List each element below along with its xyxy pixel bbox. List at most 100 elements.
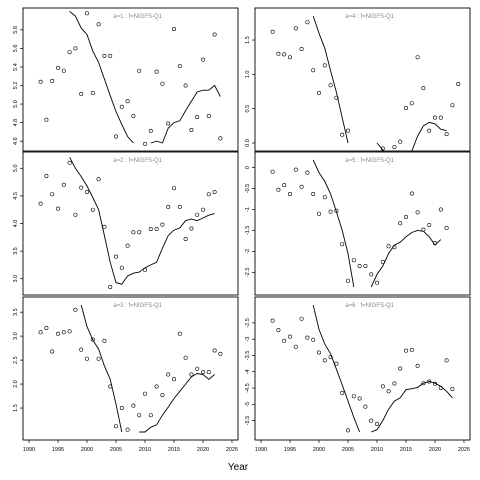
data-point <box>55 65 60 70</box>
data-point <box>108 53 113 58</box>
data-point <box>364 171 367 174</box>
data-point <box>415 55 420 60</box>
data-point <box>154 69 159 74</box>
y-tick-label: 0.5 <box>245 105 251 113</box>
data-point <box>50 78 55 83</box>
data-point <box>67 50 72 55</box>
data-point <box>85 190 90 195</box>
data-point <box>206 114 211 119</box>
data-point <box>392 245 397 250</box>
y-tick-label: 3.0 <box>13 275 19 283</box>
data-point <box>287 192 292 197</box>
data-point <box>73 307 78 312</box>
data-point <box>195 212 200 217</box>
data-point <box>403 348 408 353</box>
panel-frame <box>254 7 471 152</box>
data-point <box>345 128 350 133</box>
data-point <box>409 101 414 106</box>
data-point <box>218 351 223 356</box>
panel-data <box>270 159 449 288</box>
data-point <box>369 418 374 423</box>
data-point <box>114 254 119 259</box>
y-tick-label: -1.5 <box>245 226 251 235</box>
data-point <box>432 381 437 386</box>
data-point <box>334 95 339 100</box>
data-point <box>374 280 379 285</box>
data-point <box>282 183 287 188</box>
x-tick-label: 1995 <box>284 447 296 453</box>
panel-data <box>38 11 223 146</box>
data-point <box>444 358 449 363</box>
panel-frame <box>22 296 239 441</box>
panel-data <box>270 15 461 174</box>
data-point <box>160 222 165 227</box>
y-tick-label: 3.5 <box>13 308 19 316</box>
y-tick-label: 2.0 <box>13 380 19 388</box>
data-point <box>96 356 101 361</box>
data-point <box>398 366 403 371</box>
data-point <box>299 46 304 51</box>
data-point <box>328 83 333 88</box>
data-point <box>444 225 449 230</box>
data-point <box>166 372 171 377</box>
data-point <box>90 337 95 342</box>
data-point <box>345 428 350 433</box>
data-point <box>177 204 182 209</box>
data-point <box>270 169 275 174</box>
data-point <box>340 242 345 247</box>
data-point <box>125 243 130 248</box>
y-tick-label: -0.5 <box>245 184 251 193</box>
y-tick-label: -5 <box>245 402 251 407</box>
data-point <box>183 83 188 88</box>
y-tick-label: -3.5 <box>245 351 251 360</box>
data-point <box>270 318 275 323</box>
data-point <box>293 167 298 172</box>
data-point <box>218 136 223 141</box>
data-point <box>299 316 304 321</box>
data-point <box>44 325 49 330</box>
data-point <box>276 328 281 333</box>
data-point <box>369 272 374 277</box>
data-point <box>311 337 316 342</box>
data-point <box>432 115 437 120</box>
data-point <box>55 206 60 211</box>
data-point <box>340 132 345 137</box>
panel-annotation: a=2 : f=NIGFS-Q1 <box>113 158 162 164</box>
x-tick-label: 1990 <box>255 447 267 453</box>
data-point <box>67 329 72 334</box>
data-point <box>189 128 194 133</box>
data-point <box>148 413 153 418</box>
fit-line <box>139 373 215 433</box>
x-tick-label: 2005 <box>110 447 122 453</box>
x-tick-label: 1995 <box>52 447 64 453</box>
data-point <box>195 115 200 120</box>
x-tick-label: 2015 <box>168 447 180 453</box>
x-axis-label: Year <box>228 462 249 473</box>
data-point <box>125 99 130 104</box>
panel-annotation: a=1 : f=NIGFS-Q1 <box>113 14 162 20</box>
panel-5: a=3 : f=NIGFS-Q1 1.5 2.0 2.5 3.0 3.5 1990 1995 2… <box>13 296 239 453</box>
data-point <box>177 331 182 336</box>
data-point <box>212 32 217 37</box>
x-tick-label: 2025 <box>226 447 238 453</box>
data-point <box>287 55 292 60</box>
data-point <box>189 226 194 231</box>
data-point <box>409 347 414 352</box>
panel-frame <box>22 7 239 152</box>
y-tick-label: -1 <box>245 207 251 212</box>
data-point <box>114 134 119 139</box>
data-point <box>427 223 432 228</box>
data-point <box>415 210 420 215</box>
y-tick-label: -5.5 <box>245 416 251 425</box>
data-point <box>73 46 78 51</box>
y-tick-label: 1.5 <box>245 36 251 44</box>
data-point <box>131 114 136 119</box>
y-tick-label: 5.4 <box>13 63 19 71</box>
y-tick-label: 0 <box>245 166 251 169</box>
x-tick-label: 2010 <box>371 447 383 453</box>
data-point <box>44 174 49 179</box>
data-point <box>90 207 95 212</box>
data-point <box>177 64 182 69</box>
data-point <box>166 121 171 126</box>
fit-line <box>69 156 215 285</box>
